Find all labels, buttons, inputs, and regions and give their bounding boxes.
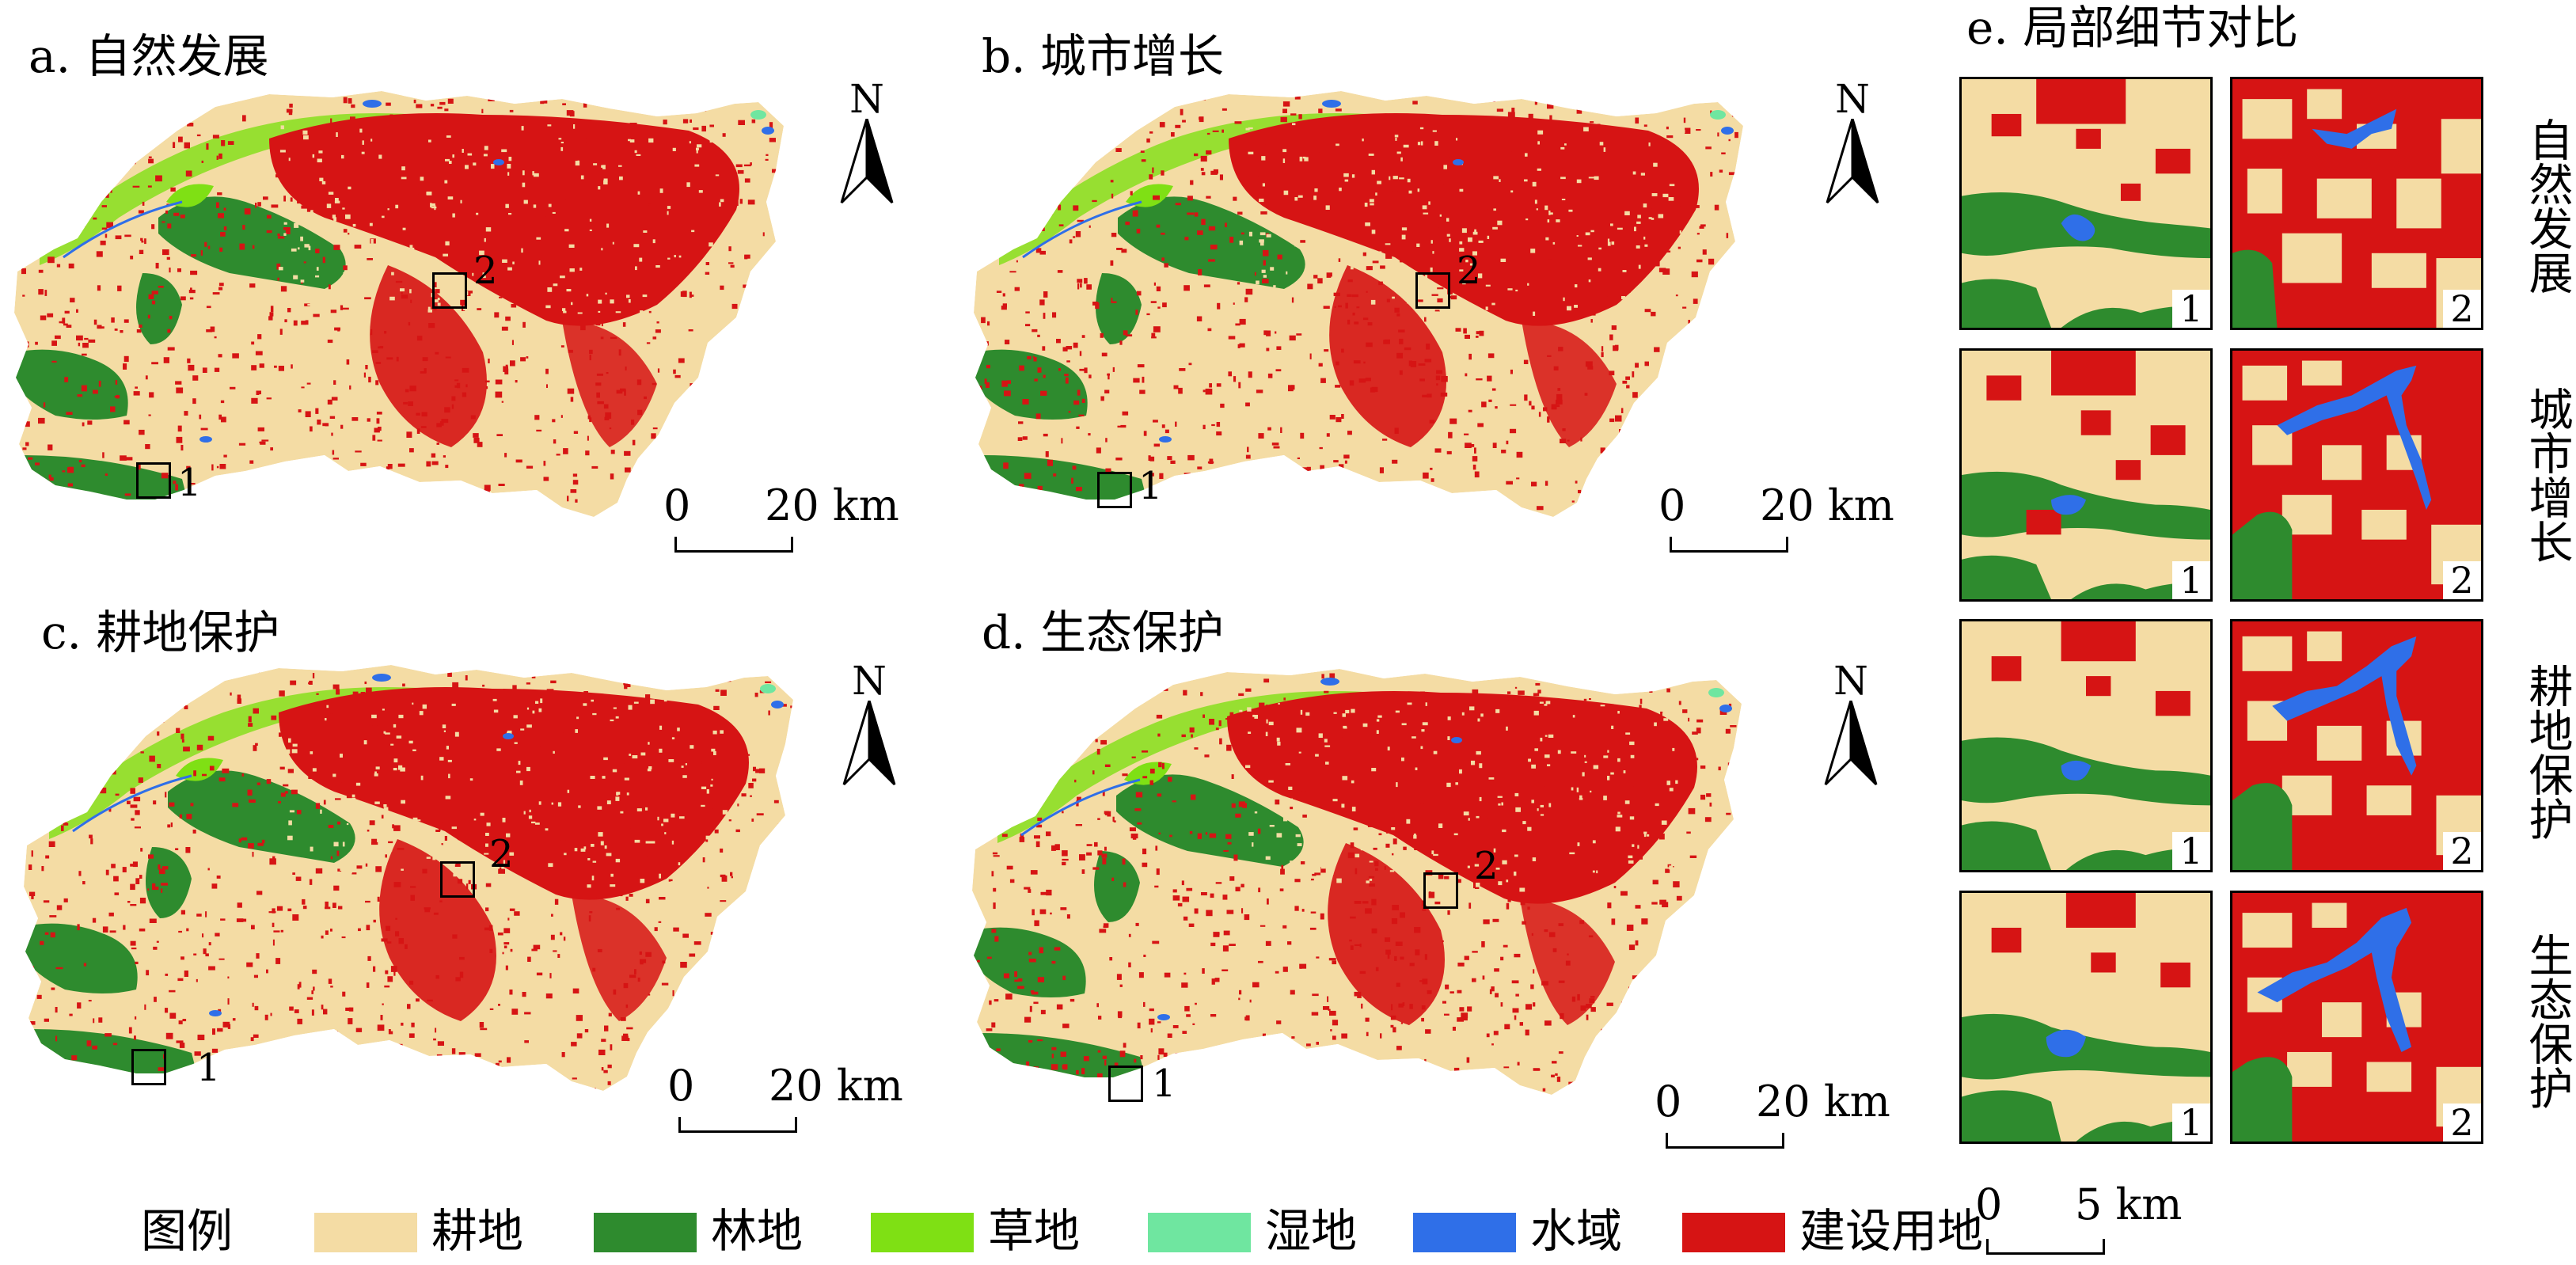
panel-a-roi-1-label: 1 (177, 461, 202, 505)
panel-c-roi-1-box (131, 1049, 166, 1085)
detail-row3-site2: 2 (2230, 619, 2483, 872)
legend-label: 水域 (1530, 1204, 1623, 1258)
legend-label: 建设用地 (1799, 1204, 1984, 1258)
detail-row2-site1: 1 (1959, 348, 2213, 602)
detail-row3-site1: 1 (1959, 619, 2213, 872)
detail-cell-number: 2 (2443, 832, 2481, 870)
scale-start: 0 (667, 1061, 695, 1111)
north-arrow-icon (842, 701, 896, 786)
scale-line (1670, 537, 1788, 553)
north-letter: N (1835, 76, 1870, 122)
detail-row4-site2: 2 (2230, 891, 2483, 1144)
legend-swatch (871, 1213, 974, 1252)
panel-b-roi-1-box (1097, 472, 1132, 508)
scale-end: 20 km (1756, 1077, 1890, 1126)
legend-title: 图例 (141, 1204, 234, 1258)
legend-swatch (1413, 1213, 1516, 1252)
detail-map-site1 (1962, 621, 2210, 870)
panel-d-title: d. 生态保护 (982, 606, 1225, 659)
panel-b-roi-2-label: 2 (1457, 249, 1481, 293)
detail-cell-number: 1 (2172, 832, 2210, 870)
scale-line (674, 537, 793, 553)
panel-a-roi-1-box (136, 462, 171, 499)
north-letter: N (1833, 658, 1868, 704)
panel-b-roi-1-label: 1 (1138, 464, 1163, 508)
panel-d-roi-2-label: 2 (1474, 844, 1499, 888)
panel-c-title: c. 耕地保护 (41, 606, 280, 659)
detail-row4-site1: 1 (1959, 891, 2213, 1144)
detail-cell-number: 1 (2172, 561, 2210, 599)
scale-end: 20 km (1760, 481, 1894, 530)
scale-start: 0 (663, 481, 691, 530)
detail-row-label-2: 城市增长 (2521, 386, 2573, 564)
panel-a-map (14, 91, 784, 517)
detail-map-site1 (1962, 79, 2210, 328)
detail-row-label-4: 生态保护 (2521, 933, 2573, 1110)
detail-map-site1 (1962, 351, 2210, 599)
scale-start: 0 (1658, 481, 1686, 530)
detail-cell-number: 2 (2443, 561, 2481, 599)
north-arrow-icon (1824, 701, 1878, 786)
panel-c-roi-2-box (440, 861, 475, 898)
detail-row2-site2: 2 (2230, 348, 2483, 602)
detail-scale-bar: 0 5 km (1975, 1180, 2182, 1255)
detail-map-site2 (2232, 893, 2481, 1142)
legend-swatch (314, 1213, 417, 1252)
panel-b-title: b. 城市增长 (982, 29, 1225, 83)
panel-d-roi-1-box (1108, 1066, 1143, 1102)
detail-map-site1 (1962, 893, 2210, 1142)
legend-label: 林地 (711, 1204, 804, 1258)
scale-start: 0 (1655, 1077, 1682, 1126)
scale-line (678, 1117, 797, 1133)
scale-line (1666, 1133, 1784, 1149)
panel-c-roi-1-label: 1 (196, 1046, 221, 1090)
panel-d-roi-2-box (1423, 872, 1458, 909)
legend-label: 耕地 (431, 1204, 524, 1258)
panel-a-roi-2-box (432, 272, 467, 309)
scale-end: 5 km (2075, 1180, 2183, 1229)
detail-cell-number: 1 (2172, 1104, 2210, 1142)
legend-label: 湿地 (1265, 1204, 1358, 1258)
panel-a-title: a. 自然发展 (28, 29, 269, 83)
panel-b-north-arrow: N (1821, 79, 1884, 206)
panel-c-map (24, 665, 793, 1091)
legend-swatch (594, 1213, 697, 1252)
panel-d-scale-bar: 0 20 km (1655, 1077, 1890, 1152)
panel-a-scale-bar: 0 20 km (663, 481, 899, 556)
panel-c-north-arrow: N (838, 661, 901, 788)
north-arrow-icon (1826, 119, 1879, 204)
panel-a-north-arrow: N (835, 79, 899, 206)
legend-label: 草地 (988, 1204, 1081, 1258)
scale-end: 20 km (769, 1061, 903, 1111)
detail-row-label-1: 自然发展 (2521, 117, 2573, 294)
detail-row-label-3: 耕地保护 (2521, 663, 2573, 841)
scale-end: 20 km (765, 481, 899, 530)
legend-swatch (1682, 1213, 1785, 1252)
detail-cell-number: 1 (2172, 290, 2210, 328)
detail-map-site2 (2232, 351, 2481, 599)
detail-title: e. 局部细节对比 (1966, 1, 2299, 55)
panel-b-roi-2-box (1415, 272, 1450, 309)
panel-b-scale-bar: 0 20 km (1658, 481, 1894, 556)
panel-d-roi-1-label: 1 (1152, 1062, 1176, 1106)
north-letter: N (849, 76, 884, 122)
scale-start: 0 (1975, 1180, 2003, 1229)
detail-cell-number: 2 (2443, 1104, 2481, 1142)
detail-row1-site1: 1 (1959, 77, 2213, 330)
scale-line (1986, 1239, 2105, 1255)
north-letter: N (852, 658, 887, 704)
detail-cell-number: 2 (2443, 290, 2481, 328)
panel-a-roi-2-label: 2 (473, 249, 498, 293)
panel-b-map (974, 91, 1743, 517)
panel-d-map (972, 669, 1742, 1095)
panel-c-scale-bar: 0 20 km (667, 1061, 903, 1136)
legend-swatch (1148, 1213, 1251, 1252)
detail-row1-site2: 2 (2230, 77, 2483, 330)
panel-d-north-arrow: N (1819, 661, 1883, 788)
detail-map-site2 (2232, 621, 2481, 870)
north-arrow-icon (840, 119, 894, 204)
panel-c-roi-2-label: 2 (489, 832, 514, 876)
